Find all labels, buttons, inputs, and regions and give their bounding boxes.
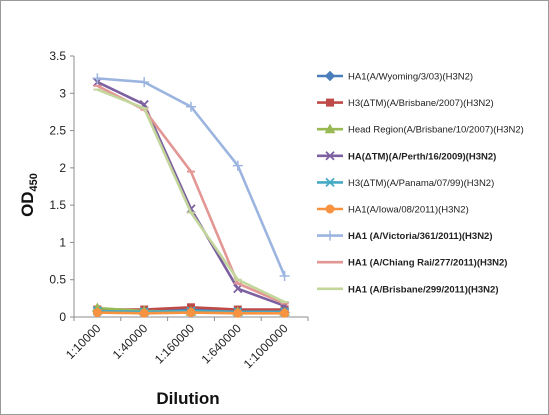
y-tick-label: 3.5 xyxy=(49,49,66,63)
legend-item: HA1 (A/Victoria/361/2011)(H3N2) xyxy=(317,230,493,242)
data-point xyxy=(233,308,243,318)
series-7 xyxy=(92,73,290,281)
y-tick-label: 0.5 xyxy=(49,273,66,287)
data-point xyxy=(280,308,290,318)
legend-item: H3(ΔTM)(A/Panama/07/99)(H3N2) xyxy=(317,177,494,189)
legend-item: Head Region(A/Brisbane/10/2007)(H3N2) xyxy=(317,123,524,136)
y-axis-label: OD450 xyxy=(18,173,40,217)
legend-item: HA1(A/Wyoming/3/03)(H3N2) xyxy=(317,70,473,83)
x-tick-label: 1:160000 xyxy=(152,321,198,367)
data-point xyxy=(279,270,290,281)
x-axis-label: Dilution xyxy=(156,389,219,408)
legend-label: Head Region(A/Brisbane/10/2007)(H3N2) xyxy=(348,125,524,136)
legend-swatch-marker xyxy=(325,230,335,241)
data-point xyxy=(92,308,102,318)
legend-swatch-marker xyxy=(325,177,335,188)
legend-label: HA1(A/Wyoming/3/03)(H3N2) xyxy=(348,72,473,83)
legend-item: H3(ΔTM)(A/Brisbane/2007)(H3N2) xyxy=(317,98,494,109)
data-point xyxy=(186,308,196,318)
y-tick-label: 1 xyxy=(59,235,66,249)
legend-item: HA1(A/Iowa/08/2011)(H3N2) xyxy=(317,204,469,216)
y-tick-label: 3 xyxy=(59,86,66,100)
legend-swatch-marker xyxy=(325,204,335,214)
y-axis-label-main: OD xyxy=(18,191,37,217)
legend-label: H3(ΔTM)(A/Panama/07/99)(H3N2) xyxy=(348,178,494,189)
series-8 xyxy=(93,84,289,305)
legend-label: HA(ΔTM)(A/Perth/16/2009)(H3N2) xyxy=(348,151,496,162)
legend-swatch-marker xyxy=(324,123,336,134)
y-tick-label: 2.5 xyxy=(49,124,66,138)
data-point xyxy=(139,77,150,88)
x-tick-label: 1:640000 xyxy=(199,321,245,367)
legend-label: HA1 (A/Brisbane/299/2011)(H3N2) xyxy=(348,284,498,295)
legend-item: HA1 (A/Chiang Rai/277/2011)(H3N2) xyxy=(317,258,507,269)
y-tick-label: 1.5 xyxy=(49,198,66,212)
data-point xyxy=(186,101,196,112)
data-point xyxy=(92,73,103,84)
legend-label: H3(ΔTM)(A/Brisbane/2007)(H3N2) xyxy=(348,98,494,109)
data-point xyxy=(232,160,243,171)
legend-item: HA(ΔTM)(A/Perth/16/2009)(H3N2) xyxy=(317,151,496,162)
legend-label: HA1 (A/Chiang Rai/277/2011)(H3N2) xyxy=(348,258,507,269)
series-line xyxy=(96,88,286,304)
legend-swatch-marker xyxy=(325,151,335,161)
series-6 xyxy=(92,308,290,318)
x-tick-label: 1:40000 xyxy=(110,321,151,362)
legend-item: HA1 (A/Brisbane/299/2011)(H3N2) xyxy=(317,284,498,295)
x-tick-label: 1:10000 xyxy=(63,321,104,362)
y-tick-label: 0 xyxy=(59,310,66,324)
y-tick-label: 2 xyxy=(59,161,66,175)
legend: HA1(A/Wyoming/3/03)(H3N2) H3(ΔTM)(A/Brisb… xyxy=(317,70,524,295)
x-tick-label: 1:1000000 xyxy=(241,321,291,371)
y-axis-ticks: 0 0.5 1 1.5 2 2.5 3 3.5 xyxy=(49,49,74,324)
data-point xyxy=(139,308,149,318)
legend-swatch-marker xyxy=(324,70,336,82)
series-line xyxy=(96,80,286,308)
y-axis-label-subscript: 450 xyxy=(28,173,40,191)
series-layer xyxy=(92,73,290,318)
legend-swatch-marker xyxy=(326,98,334,107)
legend-label: HA1(A/Iowa/08/2011)(H3N2) xyxy=(348,205,469,216)
series-line xyxy=(96,84,286,305)
legend-label: HA1 (A/Victoria/361/2011)(H3N2) xyxy=(348,231,493,242)
series-9 xyxy=(93,88,289,304)
series-4 xyxy=(92,77,290,311)
